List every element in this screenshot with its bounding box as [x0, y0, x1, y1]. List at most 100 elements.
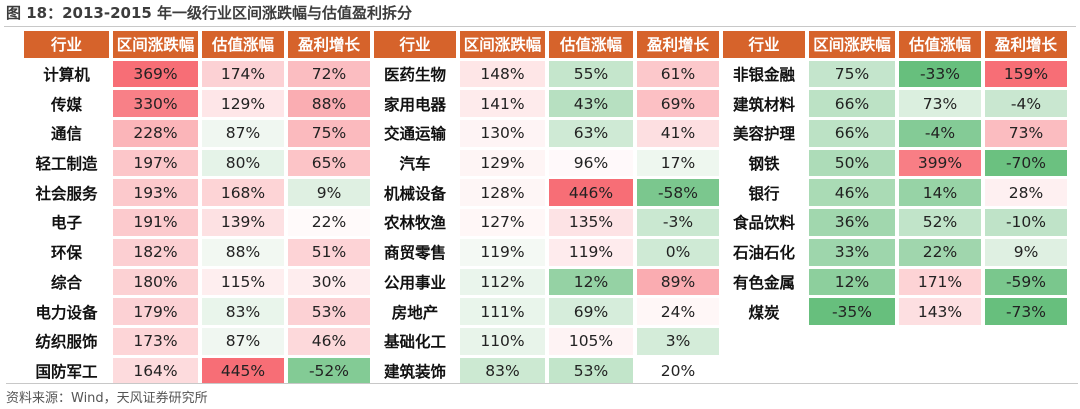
profit-cell: -3% — [637, 209, 719, 236]
valuation-cell: 69% — [549, 298, 633, 325]
profit-cell: 88% — [288, 90, 370, 118]
valuation-cell: 129% — [202, 90, 284, 118]
industry-name: 公用事业 — [383, 273, 446, 292]
valuation-cell: 168% — [202, 179, 284, 207]
range-cell: 66% — [809, 120, 895, 147]
profit-cell: 53% — [288, 298, 370, 325]
table-row: 传媒 330% 129% 88% 家用电器 141% 43% 69% 建筑材料 66% 73% -4% — [24, 90, 1067, 118]
profit-cell: 159% — [985, 60, 1067, 88]
profit-cell: 20% — [637, 357, 719, 385]
range-cell: 180% — [113, 268, 198, 296]
range-cell: 173% — [113, 327, 198, 355]
header-cell: 估值涨幅 — [202, 31, 284, 58]
profit-cell: 69% — [637, 90, 719, 118]
range-cell: 130% — [460, 120, 545, 147]
profit-cell: 46% — [288, 327, 370, 355]
header-cell: 盈利增长 — [637, 31, 719, 58]
range-cell: 111% — [460, 298, 545, 325]
profit-cell: 65% — [288, 149, 370, 177]
source-note: 资料来源：Wind，天风证券研究所 — [6, 383, 1078, 406]
valuation-cell: -33% — [899, 60, 981, 88]
table-row: 电子 191% 139% 22% 农林牧渔 127% 135% -3% 食品饮料 36% 52% -1… — [24, 209, 1067, 236]
valuation-cell: 83% — [202, 298, 284, 325]
profit-cell: 61% — [637, 60, 719, 88]
valuation-cell: 73% — [899, 90, 981, 118]
valuation-cell: 96% — [549, 149, 633, 177]
valuation-cell: 139% — [202, 209, 284, 236]
industry-table: 行业 区间涨跌幅 估值涨幅 盈利增长 行业 区间涨跌幅 估值涨幅 盈利增长 行业 区间涨跌幅 估值涨… — [20, 28, 1071, 387]
table-row: 综合 180% 115% 30% 公用事业 112% 12% 89% 有色金属 12% 171% -5… — [24, 268, 1067, 296]
valuation-cell: 115% — [202, 268, 284, 296]
range-cell: 46% — [809, 179, 895, 207]
valuation-cell: 143% — [899, 298, 981, 325]
table-row: 电力设备 179% 83% 53% 房地产 111% 69% 24% 煤炭 -35% 143% -73… — [24, 298, 1067, 325]
range-cell: 369% — [113, 60, 198, 88]
profit-cell: 89% — [637, 268, 719, 296]
range-cell: -35% — [809, 298, 895, 325]
valuation-cell: 43% — [549, 90, 633, 118]
valuation-cell: 87% — [202, 327, 284, 355]
range-cell: 12% — [809, 268, 895, 296]
industry-name: 传媒 — [50, 95, 82, 114]
profit-cell: 0% — [637, 238, 719, 266]
industry-name: 轻工制造 — [35, 155, 98, 174]
range-cell: 119% — [460, 238, 545, 266]
profit-cell: -58% — [637, 179, 719, 207]
header-row: 行业 区间涨跌幅 估值涨幅 盈利增长 行业 区间涨跌幅 估值涨幅 盈利增长 行业 区间涨跌幅 估值涨… — [24, 31, 1067, 58]
range-cell: 141% — [460, 90, 545, 118]
valuation-cell: 119% — [549, 238, 633, 266]
industry-name: 石油石化 — [732, 244, 795, 263]
profit-cell: 9% — [985, 238, 1067, 266]
profit-cell: 73% — [985, 120, 1067, 147]
empty-cell — [985, 328, 1067, 355]
table-row: 环保 182% 88% 51% 商贸零售 119% 119% 0% 石油石化 33% 22% 9% — [24, 238, 1067, 266]
valuation-cell: 445% — [202, 357, 284, 385]
valuation-cell: 14% — [899, 179, 981, 207]
valuation-cell: -4% — [899, 120, 981, 147]
range-cell: 128% — [460, 179, 545, 207]
industry-name: 农林牧渔 — [383, 214, 446, 233]
empty-cell — [723, 328, 805, 355]
empty-cell — [985, 358, 1067, 385]
valuation-cell: 53% — [549, 357, 633, 385]
profit-cell: -59% — [985, 268, 1067, 296]
valuation-cell: 174% — [202, 60, 284, 88]
table-row: 社会服务 193% 168% 9% 机械设备 128% 446% -58% 银行 46% 14% 28… — [24, 179, 1067, 207]
industry-name: 电力设备 — [35, 303, 98, 322]
range-cell: 164% — [113, 357, 198, 385]
valuation-cell: 63% — [549, 120, 633, 147]
empty-cell — [899, 328, 981, 355]
profit-cell: -73% — [985, 298, 1067, 325]
header-cell: 盈利增长 — [985, 31, 1067, 58]
industry-name: 机械设备 — [383, 184, 446, 203]
industry-name: 商贸零售 — [383, 244, 446, 263]
profit-cell: 17% — [637, 149, 719, 177]
profit-cell: -4% — [985, 90, 1067, 118]
range-cell: 50% — [809, 149, 895, 177]
range-cell: 228% — [113, 120, 198, 147]
header-cell: 估值涨幅 — [549, 31, 633, 58]
industry-name: 国防军工 — [35, 362, 98, 381]
empty-cell — [899, 358, 981, 385]
table-row: 计算机 369% 174% 72% 医药生物 148% 55% 61% 非银金融 75% -33% 1… — [24, 60, 1067, 88]
profit-cell: 41% — [637, 120, 719, 147]
valuation-cell: 88% — [202, 238, 284, 266]
range-cell: 112% — [460, 268, 545, 296]
profit-cell: 9% — [288, 179, 370, 207]
profit-cell: -52% — [288, 357, 370, 385]
header-cell: 行业 — [723, 31, 805, 58]
range-cell: 191% — [113, 209, 198, 236]
range-cell: 83% — [460, 357, 545, 385]
table-body: 行业 区间涨跌幅 估值涨幅 盈利增长 行业 区间涨跌幅 估值涨幅 盈利增长 行业 区间涨跌幅 估值涨… — [24, 31, 1067, 385]
profit-cell: 28% — [985, 179, 1067, 207]
industry-name: 家用电器 — [383, 95, 446, 114]
industry-name: 银行 — [748, 184, 780, 203]
range-cell: 179% — [113, 298, 198, 325]
range-cell: 330% — [113, 90, 198, 118]
profit-cell: -10% — [985, 209, 1067, 236]
industry-name: 钢铁 — [748, 155, 780, 174]
table-row: 通信 228% 87% 75% 交通运输 130% 63% 41% 美容护理 66% -4% 73% — [24, 120, 1067, 147]
profit-cell: 30% — [288, 268, 370, 296]
industry-name: 汽车 — [399, 155, 431, 174]
valuation-cell: 55% — [549, 60, 633, 88]
